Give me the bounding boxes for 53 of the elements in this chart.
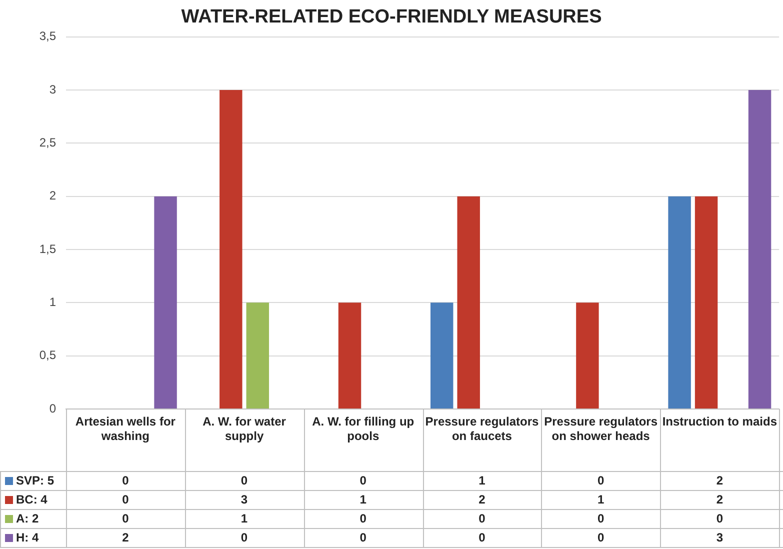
data-label: 1	[478, 473, 486, 488]
data-label: 1	[597, 492, 604, 506]
data-label: 0	[240, 530, 248, 544]
data-label: 0	[122, 511, 130, 526]
y-tick-label: 0	[49, 401, 56, 416]
bar	[220, 90, 242, 408]
data-label: 3	[716, 530, 724, 544]
x-tick-label: Pressure regulators on shower heads	[544, 414, 658, 443]
data-label: 0	[122, 492, 130, 506]
y-tick-label: 3	[49, 82, 56, 96]
legend-label: BC: 4	[16, 492, 48, 506]
data-label: 0	[597, 473, 604, 488]
data-label: 0	[478, 530, 486, 544]
data-label: 0	[122, 473, 130, 488]
x-tick-label: Artesian wells for washing	[75, 414, 176, 443]
data-label: 1	[360, 492, 367, 506]
data-label: 2	[716, 473, 724, 488]
data-label: 0	[240, 473, 248, 488]
data-label: 0	[597, 511, 604, 526]
bar	[338, 302, 362, 408]
bar	[154, 196, 177, 408]
x-tick-label: Instruction to maids	[662, 414, 778, 429]
y-tick-label: 1	[49, 294, 56, 309]
data-label: 1	[240, 511, 248, 526]
data-label: 0	[360, 511, 367, 526]
chart-title: WATER-RELATED ECO-FRIENDLY MEASURES	[181, 6, 602, 28]
data-label: 0	[360, 473, 367, 488]
bar	[668, 196, 691, 408]
data-label: 3	[240, 492, 248, 506]
bar	[457, 196, 480, 408]
legend-label: A: 2	[16, 511, 39, 526]
data-label: 0	[360, 530, 367, 544]
y-tick-label: 1,5	[39, 242, 56, 256]
y-tick-label: 2	[49, 188, 56, 203]
data-label: 2	[716, 492, 724, 506]
y-tick-label: 3,5	[39, 29, 56, 44]
data-label: 2	[478, 492, 486, 506]
bar	[576, 302, 599, 408]
y-tick-label: 0,5	[39, 348, 56, 362]
x-tick-label: A. W. for water supply	[202, 414, 286, 443]
data-label: 0	[597, 530, 604, 544]
bar	[748, 90, 772, 408]
x-tick-label: A. W. for filling up pools	[312, 414, 414, 443]
y-tick-label: 2,5	[39, 135, 56, 150]
bar	[430, 302, 454, 408]
legend-label: H: 4	[16, 530, 39, 544]
legend-label: SVP: 5	[16, 473, 54, 488]
data-label: 2	[122, 530, 130, 544]
data-label: 0	[716, 511, 724, 526]
x-tick-label: Pressure regulators on faucets	[425, 414, 539, 443]
bar	[694, 196, 718, 408]
bar	[246, 302, 270, 408]
data-label: 0	[478, 511, 486, 526]
